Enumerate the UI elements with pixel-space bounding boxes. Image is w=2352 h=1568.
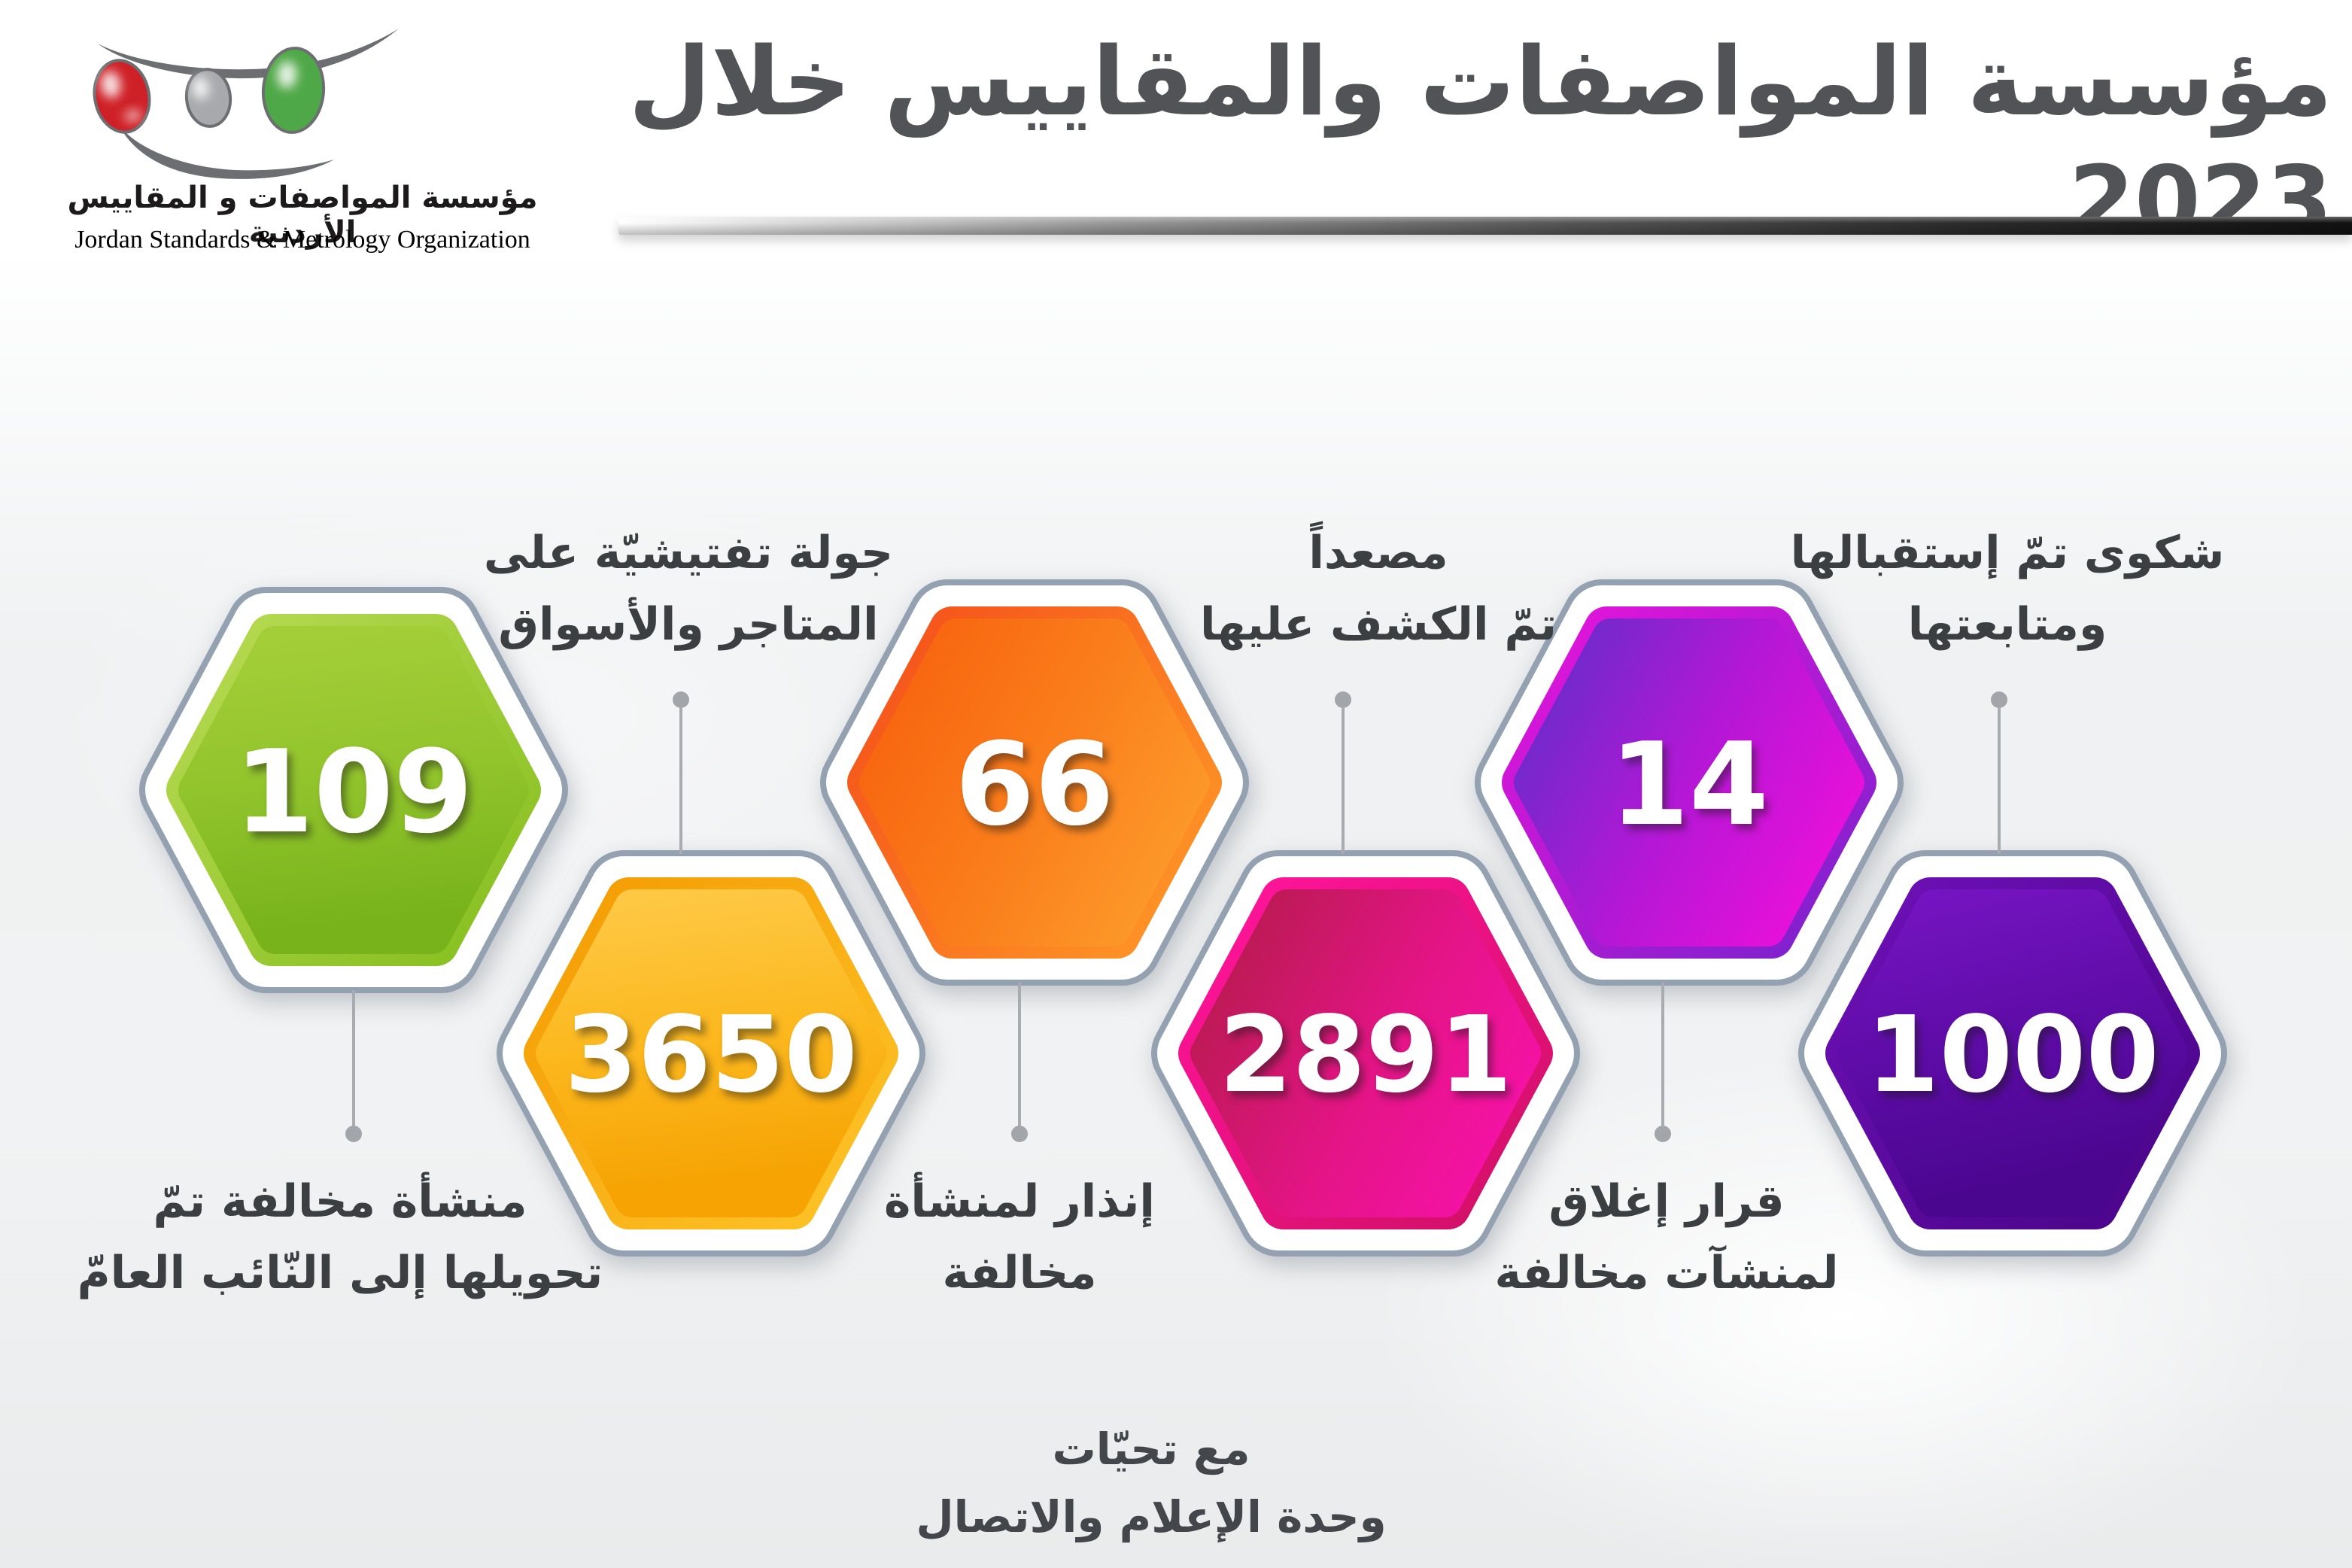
stat-label-line: قرار إغلاق bbox=[1548, 1175, 1785, 1228]
stat-label-line: إنذار لمنشأة bbox=[884, 1175, 1155, 1228]
connector-line-complaints bbox=[1998, 708, 2001, 854]
footer-line2: وحدة الإعلام والاتصال bbox=[916, 1491, 1387, 1542]
jsmo-logo-icon bbox=[93, 29, 399, 179]
stat-hexagon-closure-decisions: 14 bbox=[1475, 579, 1904, 986]
stat-label-closures: قرار إغلاق لمنشآت مخالفة bbox=[1403, 1166, 1930, 1309]
logo-english-name: Jordan Standards & Metrology Organizatio… bbox=[74, 226, 530, 254]
connector-dot-inspection-tours bbox=[673, 691, 689, 708]
stat-value: 14 bbox=[1609, 718, 1769, 851]
stat-label-warnings: إنذار لمنشأة مخالفة bbox=[779, 1166, 1260, 1309]
stat-label-line: تمّ الكشف عليها bbox=[1200, 597, 1557, 651]
logo-swoosh-bottom-icon bbox=[119, 125, 334, 179]
stat-label-line: لمنشآت مخالفة bbox=[1494, 1246, 1839, 1299]
logo-swoosh-top-icon bbox=[98, 29, 399, 79]
stat-label-line: تحويلها إلى النّائب العامّ bbox=[77, 1246, 603, 1299]
stat-hexagon-elevators-inspected: 2891 bbox=[1151, 850, 1580, 1257]
stat-label-elevators: مصعداً تمّ الكشف عليها bbox=[1130, 518, 1627, 661]
connector-line-closures bbox=[1661, 983, 1664, 1126]
connector-dot-complaints bbox=[1991, 691, 2007, 708]
stat-hexagon-inspection-tours: 3650 bbox=[497, 850, 925, 1257]
logo-red-egg-icon bbox=[93, 59, 151, 134]
stat-value: 66 bbox=[955, 718, 1114, 851]
page-title: مؤسسة المواصفات والمقاييس خلال 2023 bbox=[628, 26, 2333, 256]
stat-value: 109 bbox=[234, 725, 473, 858]
footer-line1: مع تحيّات bbox=[1052, 1424, 1250, 1475]
stat-label-complaints: شكوى تمّ إستقبالها ومتابعتها bbox=[1721, 518, 2293, 661]
stat-value: 2891 bbox=[1219, 994, 1512, 1117]
connector-dot-warnings bbox=[1011, 1126, 1028, 1142]
stat-label-inspection-tours: جولة تفتيشيّة على المتاجر والأسواق bbox=[440, 518, 937, 661]
stat-hexagon-complaints: 1000 bbox=[1798, 850, 2227, 1257]
footer-credits: مع تحيّات وحدة الإعلام والاتصال bbox=[813, 1416, 1490, 1551]
stat-label-line: ومتابعتها bbox=[1907, 597, 2107, 651]
logo-green-egg-icon bbox=[261, 47, 326, 134]
connector-line-referred bbox=[352, 990, 355, 1126]
connector-dot-closures bbox=[1655, 1126, 1671, 1142]
stat-label-referred: منشأة مخالفة تمّ تحويلها إلى النّائب الع… bbox=[17, 1166, 664, 1309]
header-divider bbox=[618, 217, 2352, 235]
connector-line-warnings bbox=[1018, 983, 1021, 1126]
stat-label-line: جولة تفتيشيّة على bbox=[483, 527, 894, 579]
stat-label-line: مصعداً bbox=[1308, 527, 1448, 579]
stat-label-line: المتاجر والأسواق bbox=[498, 597, 879, 651]
connector-line-elevators bbox=[1342, 708, 1345, 854]
stat-label-line: مخالفة bbox=[942, 1246, 1097, 1299]
stat-label-line: شكوى تمّ إستقبالها bbox=[1790, 527, 2225, 579]
stat-hexagon-referred-establishments: 109 bbox=[139, 587, 568, 993]
connector-dot-referred bbox=[345, 1126, 362, 1142]
logo-gray-egg-icon bbox=[184, 68, 232, 128]
stat-value: 1000 bbox=[1866, 994, 2159, 1117]
stat-label-line: منشأة مخالفة تمّ bbox=[153, 1175, 527, 1228]
connector-line-inspection-tours bbox=[679, 708, 682, 854]
stat-value: 3650 bbox=[564, 994, 858, 1117]
stat-hexagon-warnings: 66 bbox=[820, 579, 1249, 986]
connector-dot-elevators bbox=[1335, 691, 1351, 708]
jsmo-logo: مؤسسة المواصفات و المقاييس الأردنية Jord… bbox=[9, 6, 596, 269]
logo-arabic-name: مؤسسة المواصفات و المقاييس الأردنية bbox=[67, 181, 538, 250]
